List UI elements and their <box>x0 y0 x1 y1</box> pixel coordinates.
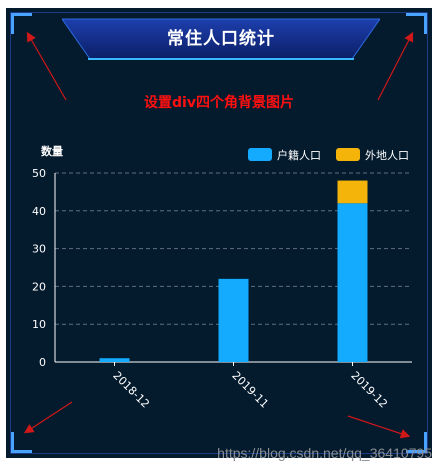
x-tick-label: 2019-12 <box>348 369 390 411</box>
bar-primary <box>337 203 368 362</box>
annotation-text: 设置div四个角背景图片 <box>144 95 294 111</box>
arrow-bottom-left <box>23 401 73 434</box>
y-tick-label: 40 <box>32 205 46 218</box>
chart-title: 常住人口统计 <box>167 29 275 49</box>
legend-label: 外地人口 <box>365 149 409 162</box>
arrow-top-left <box>26 31 67 101</box>
arrow-top-right <box>377 31 414 101</box>
corner-bottom-left <box>11 432 32 453</box>
bar-chart: 0 10 20 30 40 50 数量 2018-12 2019-11 2019-12 户籍人口 外地… <box>32 144 412 411</box>
watermark-text: https://blog.csdn.net/qq_36410795 <box>217 445 432 461</box>
x-tick-label: 2018-12 <box>110 369 152 411</box>
legend-swatch <box>336 148 360 161</box>
chart-panel: 常住人口统计 设置div四个角背景图片 0 10 20 30 40 50 数量 2018-12… <box>6 8 432 458</box>
arrow-bottom-right <box>347 415 411 439</box>
y-tick-label: 20 <box>32 280 46 293</box>
title-banner: 常住人口统计 <box>62 17 380 61</box>
legend-label: 户籍人口 <box>277 148 321 162</box>
y-tick-label: 10 <box>32 318 46 331</box>
bar-secondary <box>337 180 368 204</box>
y-tick-label: 0 <box>39 356 46 369</box>
bar-primary <box>99 358 130 362</box>
bar-primary <box>218 278 249 362</box>
panel-frame <box>10 12 428 454</box>
corner-top-left <box>11 13 32 34</box>
y-axis-label: 数量 <box>41 144 63 158</box>
legend-swatch <box>248 148 272 161</box>
corner-bottom-right <box>406 432 427 453</box>
x-tick-label: 2019-11 <box>229 369 271 411</box>
corner-top-right <box>406 13 427 34</box>
y-tick-label: 30 <box>32 243 46 256</box>
y-tick-label: 50 <box>32 167 46 180</box>
annotation-arrows <box>23 31 414 439</box>
